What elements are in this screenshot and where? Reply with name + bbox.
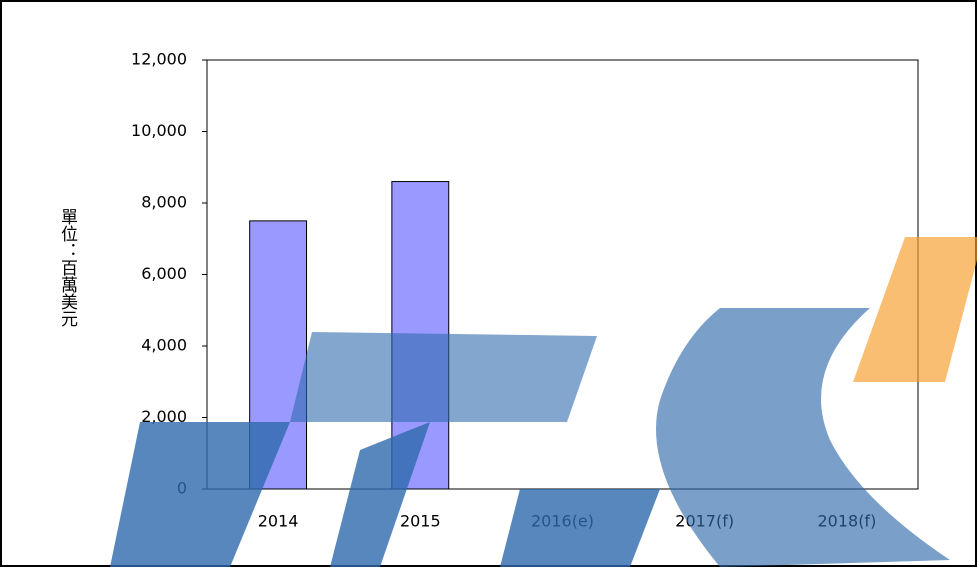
watermark-shape <box>656 308 950 567</box>
y-tick-label: 6,000 <box>141 264 187 283</box>
watermark-shape <box>330 422 430 567</box>
y-axis-label: 單位：百萬美元 <box>57 208 78 327</box>
watermark-shape <box>290 332 597 422</box>
watermark-shape <box>500 489 660 567</box>
watermark <box>110 237 977 567</box>
y-tick-label: 12,000 <box>131 50 187 69</box>
y-tick-label: 4,000 <box>141 336 187 355</box>
watermark-shape <box>110 422 290 567</box>
x-tick-label: 2015 <box>400 512 441 531</box>
x-tick-label: 2014 <box>258 512 299 531</box>
y-tick-label: 2,000 <box>141 407 187 426</box>
y-tick-label: 10,000 <box>131 121 187 140</box>
watermark-shape <box>853 237 977 382</box>
y-tick-label: 8,000 <box>141 193 187 212</box>
